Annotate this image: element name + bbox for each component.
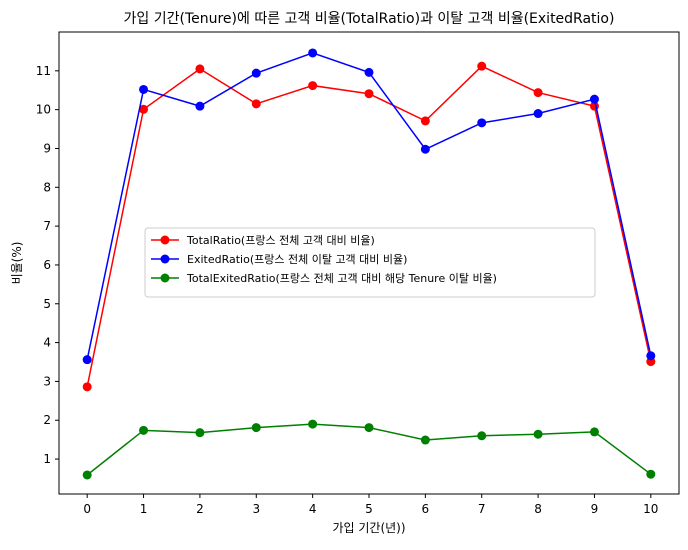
x-tick-label: 7 xyxy=(478,502,486,516)
y-tick-label: 11 xyxy=(36,64,51,78)
data-point xyxy=(195,428,205,438)
y-tick-label: 2 xyxy=(43,413,51,427)
data-point xyxy=(82,382,92,392)
data-point xyxy=(646,351,656,361)
legend: TotalRatio(프랑스 전체 고객 대비 비율) ExitedRatio(프… xyxy=(144,227,596,298)
data-point xyxy=(251,99,261,109)
x-tick-label: 5 xyxy=(365,502,373,516)
data-point xyxy=(364,67,374,77)
data-point xyxy=(420,116,430,126)
x-tick-label: 0 xyxy=(83,502,91,516)
x-tick-label: 9 xyxy=(591,502,599,516)
legend-box xyxy=(144,227,596,298)
x-tick-label: 3 xyxy=(252,502,260,516)
plot-frame xyxy=(58,31,680,495)
x-tick-label: 2 xyxy=(196,502,204,516)
y-tick-label: 10 xyxy=(36,103,51,117)
legend-swatch-marker xyxy=(160,235,170,245)
data-point xyxy=(308,81,318,91)
y-tick-label: 8 xyxy=(43,180,51,194)
data-point xyxy=(589,94,599,104)
plot-area: 0 1 2 3 4 5 6 7 8 9 10 1 2 3 4 5 6 7 8 9 10 11 xyxy=(36,48,658,516)
y-tick-label: 9 xyxy=(43,141,51,155)
x-tick-label: 10 xyxy=(643,502,658,516)
legend-label: ExitedRatio(프랑스 전체 이탈 고객 대비 비율) xyxy=(187,253,407,266)
data-point xyxy=(195,64,205,74)
y-tick-label: 4 xyxy=(43,336,51,350)
legend-swatch-marker xyxy=(160,273,170,283)
y-axis-label: 비율(%) xyxy=(10,242,24,285)
x-tick-label: 6 xyxy=(422,502,430,516)
data-point xyxy=(364,89,374,99)
series-line-0 xyxy=(86,65,652,387)
data-point xyxy=(251,68,261,78)
x-tick-label: 8 xyxy=(534,502,542,516)
data-point xyxy=(139,425,149,435)
y-tick-label: 3 xyxy=(43,374,51,388)
data-point xyxy=(533,109,543,119)
data-point xyxy=(477,61,487,71)
y-tick-label: 6 xyxy=(43,258,51,272)
y-tick-label: 7 xyxy=(43,219,51,233)
x-tick-label: 4 xyxy=(309,502,317,516)
data-point xyxy=(251,423,261,433)
data-point xyxy=(139,104,149,114)
data-point xyxy=(646,469,656,479)
y-tick-label: 5 xyxy=(43,297,51,311)
legend-label: TotalRatio(프랑스 전체 고객 대비 비율) xyxy=(186,234,375,247)
data-point xyxy=(139,84,149,94)
data-point xyxy=(533,88,543,98)
data-point xyxy=(477,118,487,128)
legend-label: TotalExitedRatio(프랑스 전체 고객 대비 해당 Tenure … xyxy=(186,271,497,285)
data-point xyxy=(195,101,205,111)
y-tick-label: 1 xyxy=(43,452,51,466)
data-point xyxy=(420,435,430,445)
data-point xyxy=(82,470,92,480)
data-point xyxy=(308,419,318,429)
data-point xyxy=(364,423,374,433)
data-point xyxy=(82,355,92,365)
x-tick-label: 1 xyxy=(140,502,148,516)
data-point xyxy=(308,48,318,58)
data-point xyxy=(533,429,543,439)
data-point xyxy=(589,427,599,437)
chart-title: 가입 기간(Tenure)에 따른 고객 비율(TotalRatio)과 이탈 … xyxy=(124,11,615,27)
data-point xyxy=(477,431,487,441)
x-axis-label: 가입 기간(년)) xyxy=(332,521,405,535)
data-point xyxy=(420,144,430,154)
legend-swatch-marker xyxy=(160,254,170,264)
